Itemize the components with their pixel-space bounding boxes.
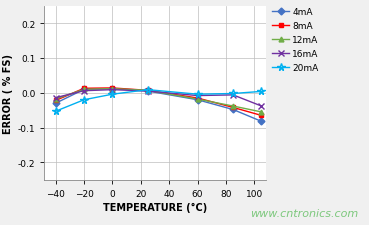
20mA [195,93,200,96]
8mA [259,115,263,117]
Y-axis label: ERROR ( % FS): ERROR ( % FS) [3,54,13,133]
16mA [82,90,86,93]
8mA [231,107,235,109]
Line: 20mA: 20mA [52,86,265,116]
12mA [195,98,200,101]
4mA [54,102,58,105]
12mA [259,111,263,114]
4mA [146,90,150,93]
16mA [195,95,200,97]
8mA [146,90,150,92]
8mA [110,87,115,90]
4mA [110,88,115,91]
8mA [82,88,86,90]
X-axis label: TEMPERATURE (°C): TEMPERATURE (°C) [103,202,207,212]
Line: 4mA: 4mA [53,87,264,124]
4mA [259,120,263,123]
4mA [195,99,200,102]
20mA [82,99,86,102]
Line: 8mA: 8mA [53,86,264,118]
16mA [259,105,263,108]
16mA [231,94,235,97]
12mA [231,105,235,108]
8mA [54,100,58,102]
12mA [54,98,58,101]
12mA [82,89,86,91]
Text: www.cntronics.com: www.cntronics.com [250,208,358,218]
4mA [82,89,86,91]
20mA [231,93,235,95]
Line: 12mA: 12mA [53,87,264,115]
20mA [259,91,263,93]
12mA [110,88,115,91]
20mA [146,89,150,92]
16mA [110,89,115,92]
20mA [110,93,115,96]
4mA [231,109,235,111]
16mA [146,90,150,93]
8mA [195,97,200,100]
Legend: 4mA, 8mA, 12mA, 16mA, 20mA: 4mA, 8mA, 12mA, 16mA, 20mA [272,8,319,72]
12mA [146,90,150,92]
16mA [54,97,58,100]
Line: 16mA: 16mA [52,87,265,110]
20mA [54,110,58,113]
